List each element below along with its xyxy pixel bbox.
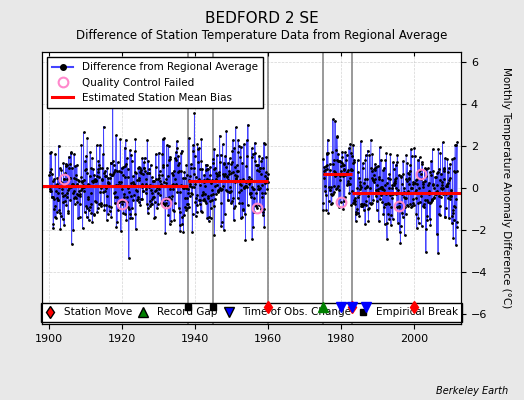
Y-axis label: Monthly Temperature Anomaly Difference (°C): Monthly Temperature Anomaly Difference (… bbox=[501, 67, 511, 309]
Text: BEDFORD 2 SE: BEDFORD 2 SE bbox=[205, 11, 319, 26]
Text: Berkeley Earth: Berkeley Earth bbox=[436, 386, 508, 396]
Legend: Station Move, Record Gap, Time of Obs. Change, Empirical Break: Station Move, Record Gap, Time of Obs. C… bbox=[40, 303, 463, 322]
Text: Difference of Station Temperature Data from Regional Average: Difference of Station Temperature Data f… bbox=[77, 29, 447, 42]
